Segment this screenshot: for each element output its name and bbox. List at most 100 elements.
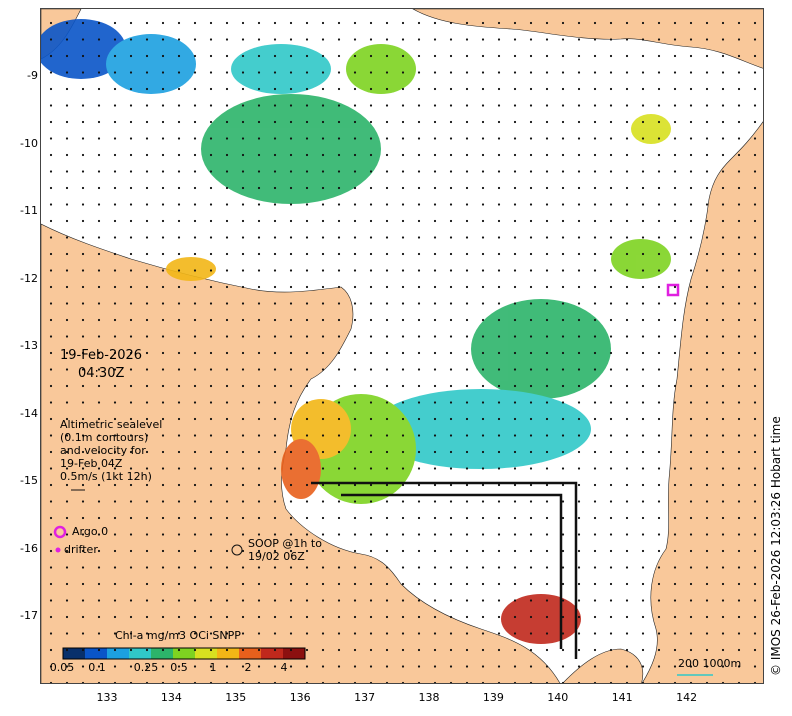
- velocity-dot: [593, 368, 597, 371]
- velocity-dot: [401, 285, 405, 289]
- velocity-dot: [561, 516, 565, 520]
- velocity-dot: [353, 566, 357, 569]
- velocity-dot: [145, 401, 149, 404]
- velocity-dot: [689, 137, 693, 140]
- velocity-dot: [721, 384, 725, 388]
- velocity-dot: [513, 665, 517, 668]
- velocity-dot: [609, 368, 613, 371]
- velocity-dot: [641, 137, 645, 140]
- velocity-dot: [369, 417, 373, 421]
- velocity-dot: [433, 71, 437, 74]
- velocity-dot: [465, 335, 469, 338]
- velocity-dot: [81, 269, 85, 272]
- land-arnhem: [41, 223, 561, 683]
- velocity-dot: [97, 401, 101, 404]
- velocity-dot: [353, 648, 357, 652]
- velocity-dot: [145, 236, 149, 239]
- velocity-dot: [65, 87, 69, 91]
- velocity-dot: [289, 450, 293, 454]
- velocity-dot: [145, 648, 149, 652]
- velocity-dot: [561, 648, 565, 652]
- velocity-dot: [417, 302, 421, 305]
- velocity-dot: [433, 318, 437, 322]
- velocity-dot: [449, 434, 453, 437]
- velocity-dot: [289, 368, 293, 371]
- velocity-dot: [129, 318, 133, 322]
- velocity-dot: [209, 203, 213, 206]
- velocity-dot: [721, 54, 725, 58]
- velocity-dot: [273, 236, 277, 239]
- velocity-dot: [257, 153, 261, 157]
- velocity-dot: [257, 648, 261, 652]
- velocity-dot: [577, 566, 581, 569]
- velocity-dot: [65, 384, 69, 388]
- velocity-dot: [657, 417, 661, 421]
- velocity-dot: [433, 203, 437, 206]
- velocity-dot: [593, 665, 597, 668]
- velocity-dot: [177, 615, 181, 619]
- velocity-dot: [657, 54, 661, 58]
- velocity-dot: [161, 186, 165, 190]
- velocity-dot: [721, 665, 725, 668]
- velocity-dot: [273, 566, 277, 569]
- velocity-dot: [689, 87, 693, 91]
- velocity-dot: [753, 318, 757, 322]
- velocity-dot: [593, 285, 597, 289]
- velocity-dot: [497, 599, 501, 602]
- velocity-dot: [145, 351, 149, 355]
- velocity-dot: [193, 120, 197, 124]
- velocity-dot: [625, 483, 629, 487]
- velocity-dot: [273, 219, 277, 223]
- velocity-dot: [209, 153, 213, 157]
- scale-label: 200 1000m: [678, 657, 742, 670]
- velocity-dot: [97, 236, 101, 239]
- velocity-dot: [161, 467, 165, 470]
- velocity-dot: [465, 467, 469, 470]
- velocity-dot: [81, 384, 85, 388]
- velocity-dot: [737, 186, 741, 190]
- velocity-dot: [113, 318, 117, 322]
- velocity-dot: [177, 450, 181, 454]
- velocity-dot: [257, 384, 261, 388]
- velocity-dot: [465, 236, 469, 239]
- velocity-dot: [337, 417, 341, 421]
- velocity-dot: [257, 285, 261, 289]
- velocity-dot: [705, 87, 709, 91]
- velocity-dot: [497, 236, 501, 239]
- velocity-dot: [657, 467, 661, 470]
- velocity-dot: [113, 665, 117, 668]
- velocity-dot: [689, 120, 693, 124]
- velocity-dot: [321, 153, 325, 157]
- velocity-dot: [657, 335, 661, 338]
- velocity-dot: [385, 351, 389, 355]
- velocity-dot: [609, 137, 613, 140]
- velocity-dot: [705, 582, 709, 586]
- velocity-dot: [513, 417, 517, 421]
- velocity-dot: [593, 450, 597, 454]
- velocity-dot: [657, 120, 661, 124]
- velocity-dot: [481, 500, 485, 503]
- altimetry-line-1: Altimetric sealevel: [60, 418, 163, 431]
- velocity-dot: [353, 54, 357, 58]
- velocity-dot: [225, 516, 229, 520]
- velocity-dot: [193, 615, 197, 619]
- velocity-dot: [353, 269, 357, 272]
- velocity-dot: [353, 450, 357, 454]
- velocity-dot: [113, 38, 117, 41]
- velocity-dot: [305, 302, 309, 305]
- velocity-dot: [161, 516, 165, 520]
- velocity-dot: [673, 533, 677, 536]
- velocity-dot: [257, 252, 261, 256]
- velocity-dot: [449, 285, 453, 289]
- velocity-dot: [689, 104, 693, 107]
- velocity-dot: [145, 269, 149, 272]
- velocity-dot: [673, 203, 677, 206]
- velocity-dot: [161, 401, 165, 404]
- velocity-dot: [545, 681, 549, 683]
- velocity-dot: [145, 434, 149, 437]
- velocity-dot: [449, 384, 453, 388]
- velocity-dot: [417, 153, 421, 157]
- velocity-dot: [65, 318, 69, 322]
- velocity-dot: [369, 219, 373, 223]
- velocity-dot: [177, 401, 181, 404]
